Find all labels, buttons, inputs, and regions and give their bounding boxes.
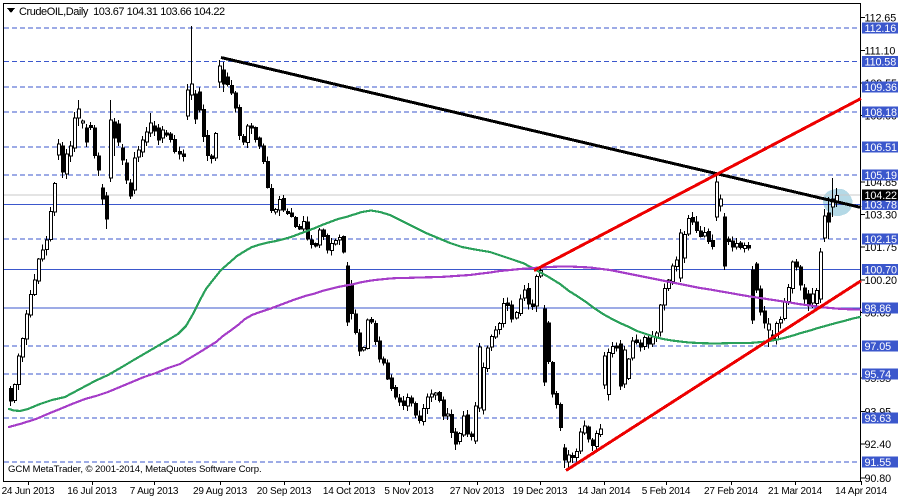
svg-text:102.15: 102.15 xyxy=(865,234,898,246)
svg-text:5 Feb 2014: 5 Feb 2014 xyxy=(642,486,691,497)
svg-text:21 Mar 2014: 21 Mar 2014 xyxy=(768,486,823,497)
svg-text:104.22: 104.22 xyxy=(865,190,898,202)
svg-text:106.51: 106.51 xyxy=(865,142,898,154)
svg-text:CrudeOIL,Daily 103.67 104.31: CrudeOIL,Daily 103.67 104.31 103.66 104.… xyxy=(19,6,225,18)
svg-text:14 Apr 2014: 14 Apr 2014 xyxy=(835,486,887,497)
svg-text:19 Dec 2013: 19 Dec 2013 xyxy=(513,486,568,497)
svg-text:92.40: 92.40 xyxy=(865,439,892,451)
svg-text:GCM MetaTrader, © 2001-2014, M: GCM MetaTrader, © 2001-2014, MetaQuotes … xyxy=(8,464,262,475)
svg-text:100.70: 100.70 xyxy=(865,264,898,276)
svg-text:108.18: 108.18 xyxy=(865,107,898,119)
svg-text:109.36: 109.36 xyxy=(865,82,898,94)
svg-text:27 Nov 2013: 27 Nov 2013 xyxy=(450,486,505,497)
svg-text:103.30: 103.30 xyxy=(865,210,898,222)
svg-text:112.65: 112.65 xyxy=(865,13,897,25)
svg-text:16 Jul 2013: 16 Jul 2013 xyxy=(67,486,117,497)
svg-text:14 Oct 2013: 14 Oct 2013 xyxy=(323,486,376,497)
svg-text:105.19: 105.19 xyxy=(865,170,898,182)
svg-text:98.86: 98.86 xyxy=(865,303,892,315)
svg-text:100.20: 100.20 xyxy=(865,275,898,287)
svg-text:24 Jun 2013: 24 Jun 2013 xyxy=(2,486,55,497)
svg-text:29 Aug 2013: 29 Aug 2013 xyxy=(193,486,248,497)
svg-text:95.74: 95.74 xyxy=(865,369,892,381)
svg-text:97.05: 97.05 xyxy=(865,341,892,353)
svg-text:27 Feb 2014: 27 Feb 2014 xyxy=(704,486,759,497)
svg-text:20 Sep 2013: 20 Sep 2013 xyxy=(257,486,312,497)
svg-text:110.58: 110.58 xyxy=(865,56,897,68)
svg-text:90.80: 90.80 xyxy=(865,473,892,485)
svg-text:93.63: 93.63 xyxy=(865,413,892,425)
svg-text:112.16: 112.16 xyxy=(865,23,897,35)
svg-text:91.55: 91.55 xyxy=(865,457,892,469)
svg-text:14 Jan 2014: 14 Jan 2014 xyxy=(578,486,631,497)
svg-text:5 Nov 2013: 5 Nov 2013 xyxy=(384,486,434,497)
svg-text:101.75: 101.75 xyxy=(865,242,898,254)
svg-text:103.78: 103.78 xyxy=(865,200,898,212)
svg-text:111.10: 111.10 xyxy=(865,45,896,57)
svg-text:7 Aug 2013: 7 Aug 2013 xyxy=(130,486,179,497)
